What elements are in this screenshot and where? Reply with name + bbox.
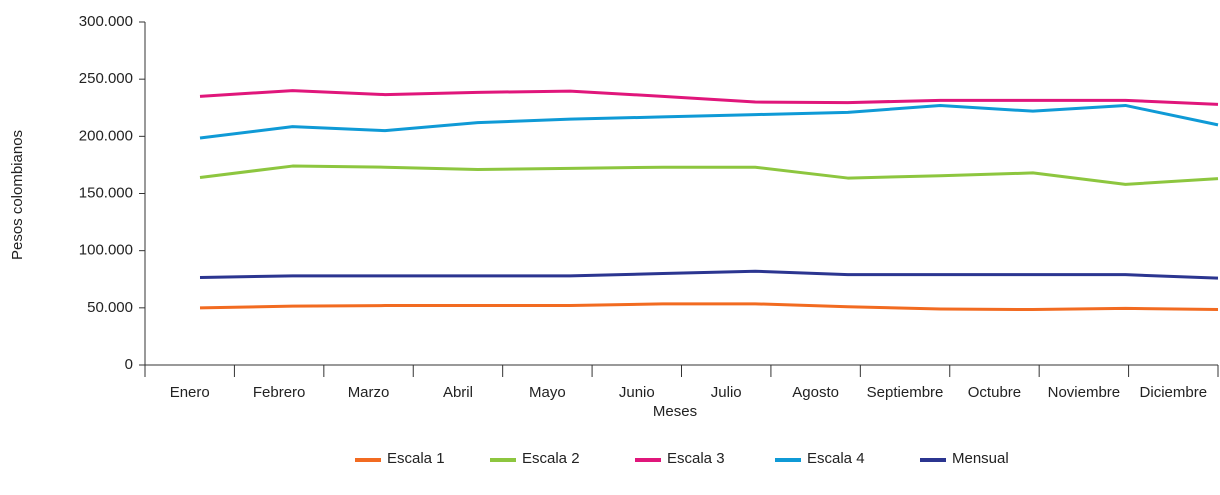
legend-swatch: [355, 458, 381, 462]
x-tick-label: Febrero: [253, 384, 306, 401]
x-tick-label: Septiembre: [867, 384, 944, 401]
y-axis-title: Pesos colombianos: [9, 130, 26, 260]
legend-swatch: [635, 458, 661, 462]
legend-swatch: [775, 458, 801, 462]
x-tick-label: Diciembre: [1140, 384, 1208, 401]
legend-label: Escala 4: [807, 450, 865, 467]
x-tick-label: Octubre: [968, 384, 1021, 401]
x-tick-label: Junio: [619, 384, 655, 401]
x-tick-label: Abril: [443, 384, 473, 401]
y-tick-label: 50.000: [87, 299, 133, 316]
x-tick-label: Julio: [711, 384, 742, 401]
legend-swatch: [920, 458, 946, 462]
y-tick-label: 250.000: [79, 70, 133, 87]
y-tick-label: 100.000: [79, 242, 133, 259]
legend-label: Escala 1: [387, 450, 445, 467]
y-tick-label: 0: [125, 356, 133, 373]
x-tick-label: Mayo: [529, 384, 566, 401]
line-series: [199, 269, 1219, 280]
y-tick-label: 150.000: [79, 184, 133, 201]
legend-label: Escala 3: [667, 450, 725, 467]
line-series: [199, 164, 1219, 186]
x-axis-title: Meses: [653, 403, 697, 420]
y-tick-label: 200.000: [79, 127, 133, 144]
line-series: [199, 302, 1219, 312]
legend-swatch: [490, 458, 516, 462]
x-tick-label: Enero: [170, 384, 210, 401]
x-tick-label: Noviembre: [1048, 384, 1121, 401]
x-tick-label: Agosto: [792, 384, 839, 401]
legend-label: Mensual: [952, 450, 1009, 467]
line-series: [199, 103, 1219, 140]
line-series: [199, 89, 1219, 106]
legend-label: Escala 2: [522, 450, 580, 467]
x-tick-label: Marzo: [348, 384, 390, 401]
y-tick-label: 300.000: [79, 13, 133, 30]
